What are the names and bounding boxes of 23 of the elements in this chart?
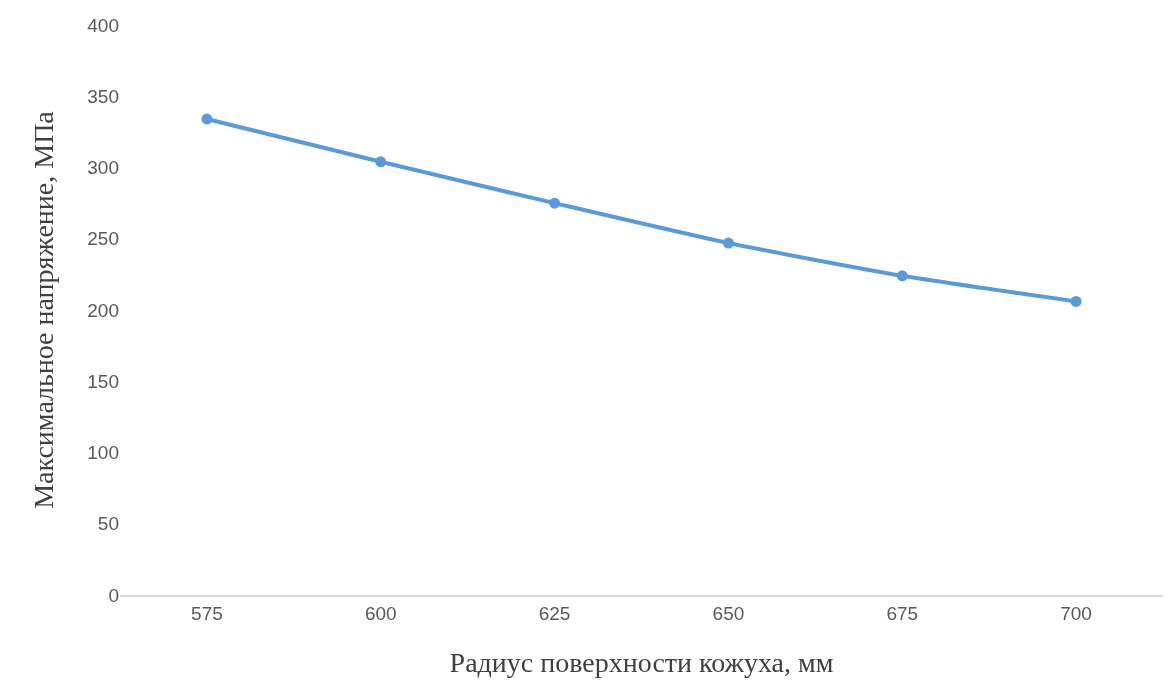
x-tick-label: 625: [538, 602, 571, 624]
y-tick-label: 300: [87, 157, 119, 179]
y-tick-label: 250: [87, 228, 119, 250]
point: [201, 113, 213, 125]
point: [1070, 295, 1082, 307]
y-tick-label: 400: [87, 14, 119, 36]
y-tick-label: 0: [108, 584, 119, 606]
x-tick-label: 575: [191, 602, 223, 624]
x-tick-label: 700: [1060, 602, 1092, 624]
y-tick-label: 150: [87, 370, 119, 392]
x-tick-label: 675: [886, 602, 919, 624]
x-tick-label: 650: [712, 602, 745, 624]
x-axis-title: Радиус поверхности кожуха, мм: [449, 647, 834, 679]
point: [375, 156, 387, 168]
y-tick-label: 200: [87, 299, 119, 321]
y-tick-label: 100: [87, 442, 119, 464]
point: [549, 197, 561, 209]
x-tick-label: 600: [364, 602, 397, 624]
point: [722, 237, 734, 249]
y-tick-label: 50: [97, 513, 119, 535]
y-axis-title: Максимальное напряжение, МПа: [28, 110, 59, 509]
point: [896, 270, 908, 282]
y-tick-label: 350: [87, 85, 119, 107]
